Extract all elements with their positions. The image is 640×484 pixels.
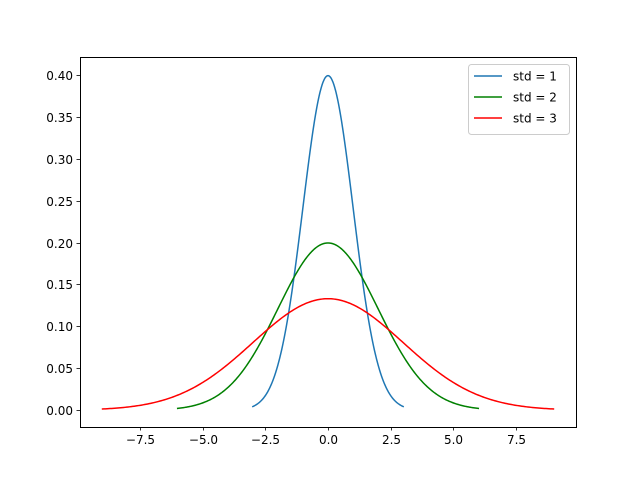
- x-tick-label: 0.0: [319, 433, 338, 447]
- x-tick-label: 2.5: [382, 433, 401, 447]
- x-tick-label: −5.0: [189, 433, 218, 447]
- x-axis: −7.5 −5.0 −2.5 0.0 2.5 5.0 7.5: [126, 427, 526, 447]
- plot-lines: [101, 74, 555, 410]
- y-tick-label: 0.35: [46, 111, 73, 125]
- legend: std = 1 std = 2 std = 3: [468, 64, 570, 135]
- legend-item-std-1: std = 1: [474, 70, 557, 84]
- legend-box: [468, 64, 570, 135]
- y-axis: 0.00 0.05 0.10 0.15 0.20 0.25 0.30 0.35 0.40: [46, 69, 80, 418]
- legend-label: std = 3: [513, 112, 557, 126]
- y-tick-label: 0.30: [46, 153, 73, 167]
- y-tick-label: 0.00: [46, 404, 73, 418]
- y-tick-label: 0.10: [46, 320, 73, 334]
- y-tick-label: 0.20: [46, 237, 73, 251]
- legend-item-std-3: std = 3: [474, 112, 557, 126]
- legend-item-std-2: std = 2: [474, 91, 557, 105]
- y-tick-label: 0.40: [46, 69, 73, 83]
- legend-label: std = 1: [513, 70, 557, 84]
- y-tick-label: 0.25: [46, 195, 73, 209]
- x-tick-label: −7.5: [126, 433, 155, 447]
- legend-label: std = 2: [513, 91, 557, 105]
- y-tick-label: 0.15: [46, 278, 73, 292]
- x-tick-label: −2.5: [251, 433, 280, 447]
- series-line-std-3: [101, 297, 555, 410]
- y-tick-label: 0.05: [46, 362, 73, 376]
- x-tick-label: 5.0: [444, 433, 463, 447]
- series-line-std-1: [251, 74, 405, 408]
- series-line-std-2: [176, 242, 480, 410]
- x-tick-label: 7.5: [507, 433, 526, 447]
